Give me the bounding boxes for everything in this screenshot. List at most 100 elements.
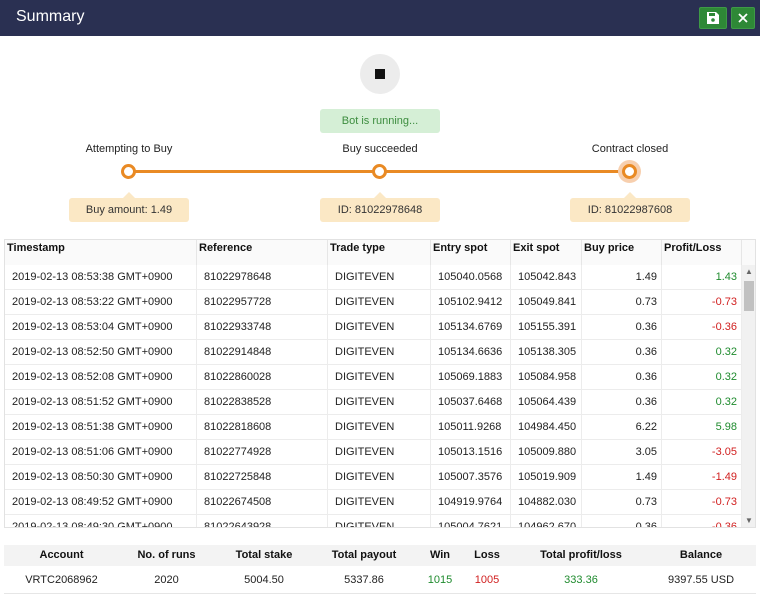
summary-account: VRTC2068962	[25, 574, 98, 586]
cell-reference: 81022933748	[197, 315, 328, 340]
cell-exit-spot: 105064.439	[511, 390, 582, 415]
table-row[interactable]: 2019-02-13 08:51:38 GMT+0900 81022818608 D…	[5, 415, 742, 440]
cell-exit-spot: 105138.305	[511, 340, 582, 365]
cell-profit-loss: 0.32	[662, 340, 742, 365]
cell-entry-spot: 105069.1883	[431, 365, 511, 390]
summary-profit: 333.36	[564, 574, 598, 586]
cell-exit-spot: 105049.841	[511, 290, 582, 315]
cell-profit-loss: 1.43	[662, 265, 742, 290]
save-icon	[707, 12, 719, 24]
cell-reference: 81022860028	[197, 365, 328, 390]
save-button[interactable]	[699, 7, 727, 29]
cell-trade-type: DIGITEVEN	[328, 290, 431, 315]
scroll-up-icon[interactable]: ▲	[745, 267, 753, 276]
col-reference[interactable]: Reference	[197, 240, 328, 265]
step-label-attempting: Attempting to Buy	[85, 143, 173, 155]
scroll-down-icon[interactable]: ▼	[745, 516, 753, 525]
cell-timestamp: 2019-02-13 08:53:04 GMT+0900	[5, 315, 197, 340]
table-row[interactable]: 2019-02-13 08:49:30 GMT+0900 81022643928 D…	[5, 515, 742, 527]
title-bar: Summary	[0, 0, 760, 36]
cell-timestamp: 2019-02-13 08:52:50 GMT+0900	[5, 340, 197, 365]
cell-exit-spot: 104882.030	[511, 490, 582, 515]
table-row[interactable]: 2019-02-13 08:52:50 GMT+0900 81022914848 D…	[5, 340, 742, 365]
tooltip-buy-amount: Buy amount: 1.49	[69, 192, 189, 222]
step-label-closed: Contract closed	[591, 143, 669, 155]
table-row[interactable]: 2019-02-13 08:50:30 GMT+0900 81022725848 D…	[5, 465, 742, 490]
summary-runs: 2020	[154, 574, 179, 586]
summary-stake: 5004.50	[244, 574, 284, 586]
cell-profit-loss: 0.32	[662, 390, 742, 415]
summary-row: VRTC2068962 2020 5004.50 5337.86 1015 10…	[4, 566, 756, 594]
summary-col-loss: Loss	[474, 549, 500, 561]
cell-trade-type: DIGITEVEN	[328, 265, 431, 290]
summary-balance: 9397.55 USD	[667, 574, 735, 586]
cell-profit-loss: 5.98	[662, 415, 742, 440]
cell-exit-spot: 105042.843	[511, 265, 582, 290]
summary-col-win: Win	[429, 549, 451, 561]
table-row[interactable]: 2019-02-13 08:51:06 GMT+0900 81022774928 D…	[5, 440, 742, 465]
cell-entry-spot: 105013.1516	[431, 440, 511, 465]
summary-col-profit: Total profit/loss	[540, 549, 622, 561]
summary-col-stake: Total stake	[235, 549, 293, 561]
col-entry-spot[interactable]: Entry spot	[431, 240, 511, 265]
col-timestamp[interactable]: Timestamp	[5, 240, 197, 265]
summary-win: 1015	[427, 574, 453, 586]
table-row[interactable]: 2019-02-13 08:51:52 GMT+0900 81022838528 D…	[5, 390, 742, 415]
cell-profit-loss: -0.73	[662, 490, 742, 515]
cell-timestamp: 2019-02-13 08:51:52 GMT+0900	[5, 390, 197, 415]
table-body: 2019-02-13 08:53:38 GMT+0900 81022978648 D…	[5, 265, 742, 527]
tooltip-buy-id: ID: 81022978648	[320, 192, 440, 222]
cell-buy-price: 6.22	[582, 415, 662, 440]
cell-reference: 81022774928	[197, 440, 328, 465]
cell-exit-spot: 105084.958	[511, 365, 582, 390]
cell-buy-price: 0.36	[582, 390, 662, 415]
col-profit-loss[interactable]: Profit/Loss	[662, 240, 742, 265]
table-scrollbar[interactable]: ▲ ▼	[742, 265, 755, 527]
table-header: Timestamp Reference Trade type Entry spo…	[5, 240, 755, 265]
cell-reference: 81022838528	[197, 390, 328, 415]
cell-trade-type: DIGITEVEN	[328, 415, 431, 440]
cell-profit-loss: 0.32	[662, 365, 742, 390]
cell-buy-price: 0.36	[582, 340, 662, 365]
cell-reference: 81022725848	[197, 465, 328, 490]
cell-timestamp: 2019-02-13 08:53:22 GMT+0900	[5, 290, 197, 315]
cell-timestamp: 2019-02-13 08:51:06 GMT+0900	[5, 440, 197, 465]
table-row[interactable]: 2019-02-13 08:52:08 GMT+0900 81022860028 D…	[5, 365, 742, 390]
cell-reference: 81022643928	[197, 515, 328, 527]
cell-trade-type: DIGITEVEN	[328, 465, 431, 490]
col-trade-type[interactable]: Trade type	[328, 240, 431, 265]
cell-buy-price: 0.73	[582, 290, 662, 315]
cell-trade-type: DIGITEVEN	[328, 490, 431, 515]
cell-exit-spot: 104984.450	[511, 415, 582, 440]
cell-trade-type: DIGITEVEN	[328, 365, 431, 390]
cell-entry-spot: 105040.0568	[431, 265, 511, 290]
scroll-thumb[interactable]	[744, 281, 754, 311]
close-button[interactable]	[731, 7, 755, 29]
cell-reference: 81022674508	[197, 490, 328, 515]
summary-payout: 5337.86	[344, 574, 384, 586]
cell-reference: 81022978648	[197, 265, 328, 290]
cell-timestamp: 2019-02-13 08:49:52 GMT+0900	[5, 490, 197, 515]
step-dot-succeeded	[372, 164, 387, 179]
cell-trade-type: DIGITEVEN	[328, 315, 431, 340]
cell-timestamp: 2019-02-13 08:51:38 GMT+0900	[5, 415, 197, 440]
cell-trade-type: DIGITEVEN	[328, 440, 431, 465]
cell-entry-spot: 105134.6636	[431, 340, 511, 365]
table-row[interactable]: 2019-02-13 08:49:52 GMT+0900 81022674508 D…	[5, 490, 742, 515]
table-row[interactable]: 2019-02-13 08:53:38 GMT+0900 81022978648 D…	[5, 265, 742, 290]
col-exit-spot[interactable]: Exit spot	[511, 240, 582, 265]
stop-icon	[375, 69, 385, 79]
cell-entry-spot: 105134.6769	[431, 315, 511, 340]
cell-entry-spot: 105037.6468	[431, 390, 511, 415]
col-buy-price[interactable]: Buy price	[582, 240, 662, 265]
cell-profit-loss: -3.05	[662, 440, 742, 465]
summary-table: Account No. of runs Total stake Total pa…	[4, 545, 756, 595]
table-row[interactable]: 2019-02-13 08:53:04 GMT+0900 81022933748 D…	[5, 315, 742, 340]
cell-entry-spot: 105102.9412	[431, 290, 511, 315]
cell-buy-price: 0.36	[582, 365, 662, 390]
table-row[interactable]: 2019-02-13 08:53:22 GMT+0900 81022957728 D…	[5, 290, 742, 315]
stop-button[interactable]	[360, 54, 400, 94]
cell-entry-spot: 105011.9268	[431, 415, 511, 440]
summary-col-payout: Total payout	[331, 549, 397, 561]
summary-header: Account No. of runs Total stake Total pa…	[4, 545, 756, 566]
